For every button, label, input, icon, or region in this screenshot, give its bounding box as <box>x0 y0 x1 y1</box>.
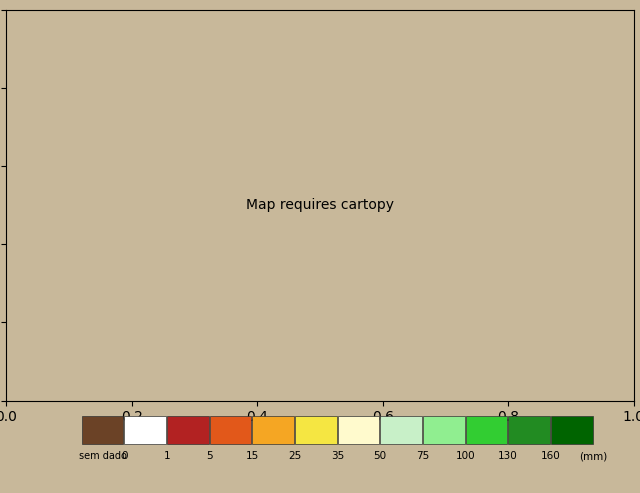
FancyBboxPatch shape <box>423 416 465 444</box>
FancyBboxPatch shape <box>337 416 380 444</box>
FancyBboxPatch shape <box>167 416 209 444</box>
Text: 1: 1 <box>164 451 170 461</box>
FancyBboxPatch shape <box>380 416 422 444</box>
Text: 100: 100 <box>456 451 476 461</box>
FancyBboxPatch shape <box>551 416 593 444</box>
Text: (mm): (mm) <box>579 451 607 461</box>
Text: 35: 35 <box>331 451 344 461</box>
FancyBboxPatch shape <box>124 416 166 444</box>
Text: 25: 25 <box>288 451 301 461</box>
Text: 160: 160 <box>541 451 561 461</box>
Text: 75: 75 <box>416 451 429 461</box>
Text: sem dado: sem dado <box>79 451 127 461</box>
FancyBboxPatch shape <box>295 416 337 444</box>
Text: 50: 50 <box>374 451 387 461</box>
FancyBboxPatch shape <box>508 416 550 444</box>
Text: Map requires cartopy: Map requires cartopy <box>246 198 394 212</box>
Text: 130: 130 <box>499 451 518 461</box>
FancyBboxPatch shape <box>210 416 252 444</box>
FancyBboxPatch shape <box>82 416 124 444</box>
Text: 15: 15 <box>246 451 259 461</box>
FancyBboxPatch shape <box>252 416 294 444</box>
FancyBboxPatch shape <box>465 416 508 444</box>
Text: 5: 5 <box>206 451 213 461</box>
Text: 0: 0 <box>121 451 127 461</box>
